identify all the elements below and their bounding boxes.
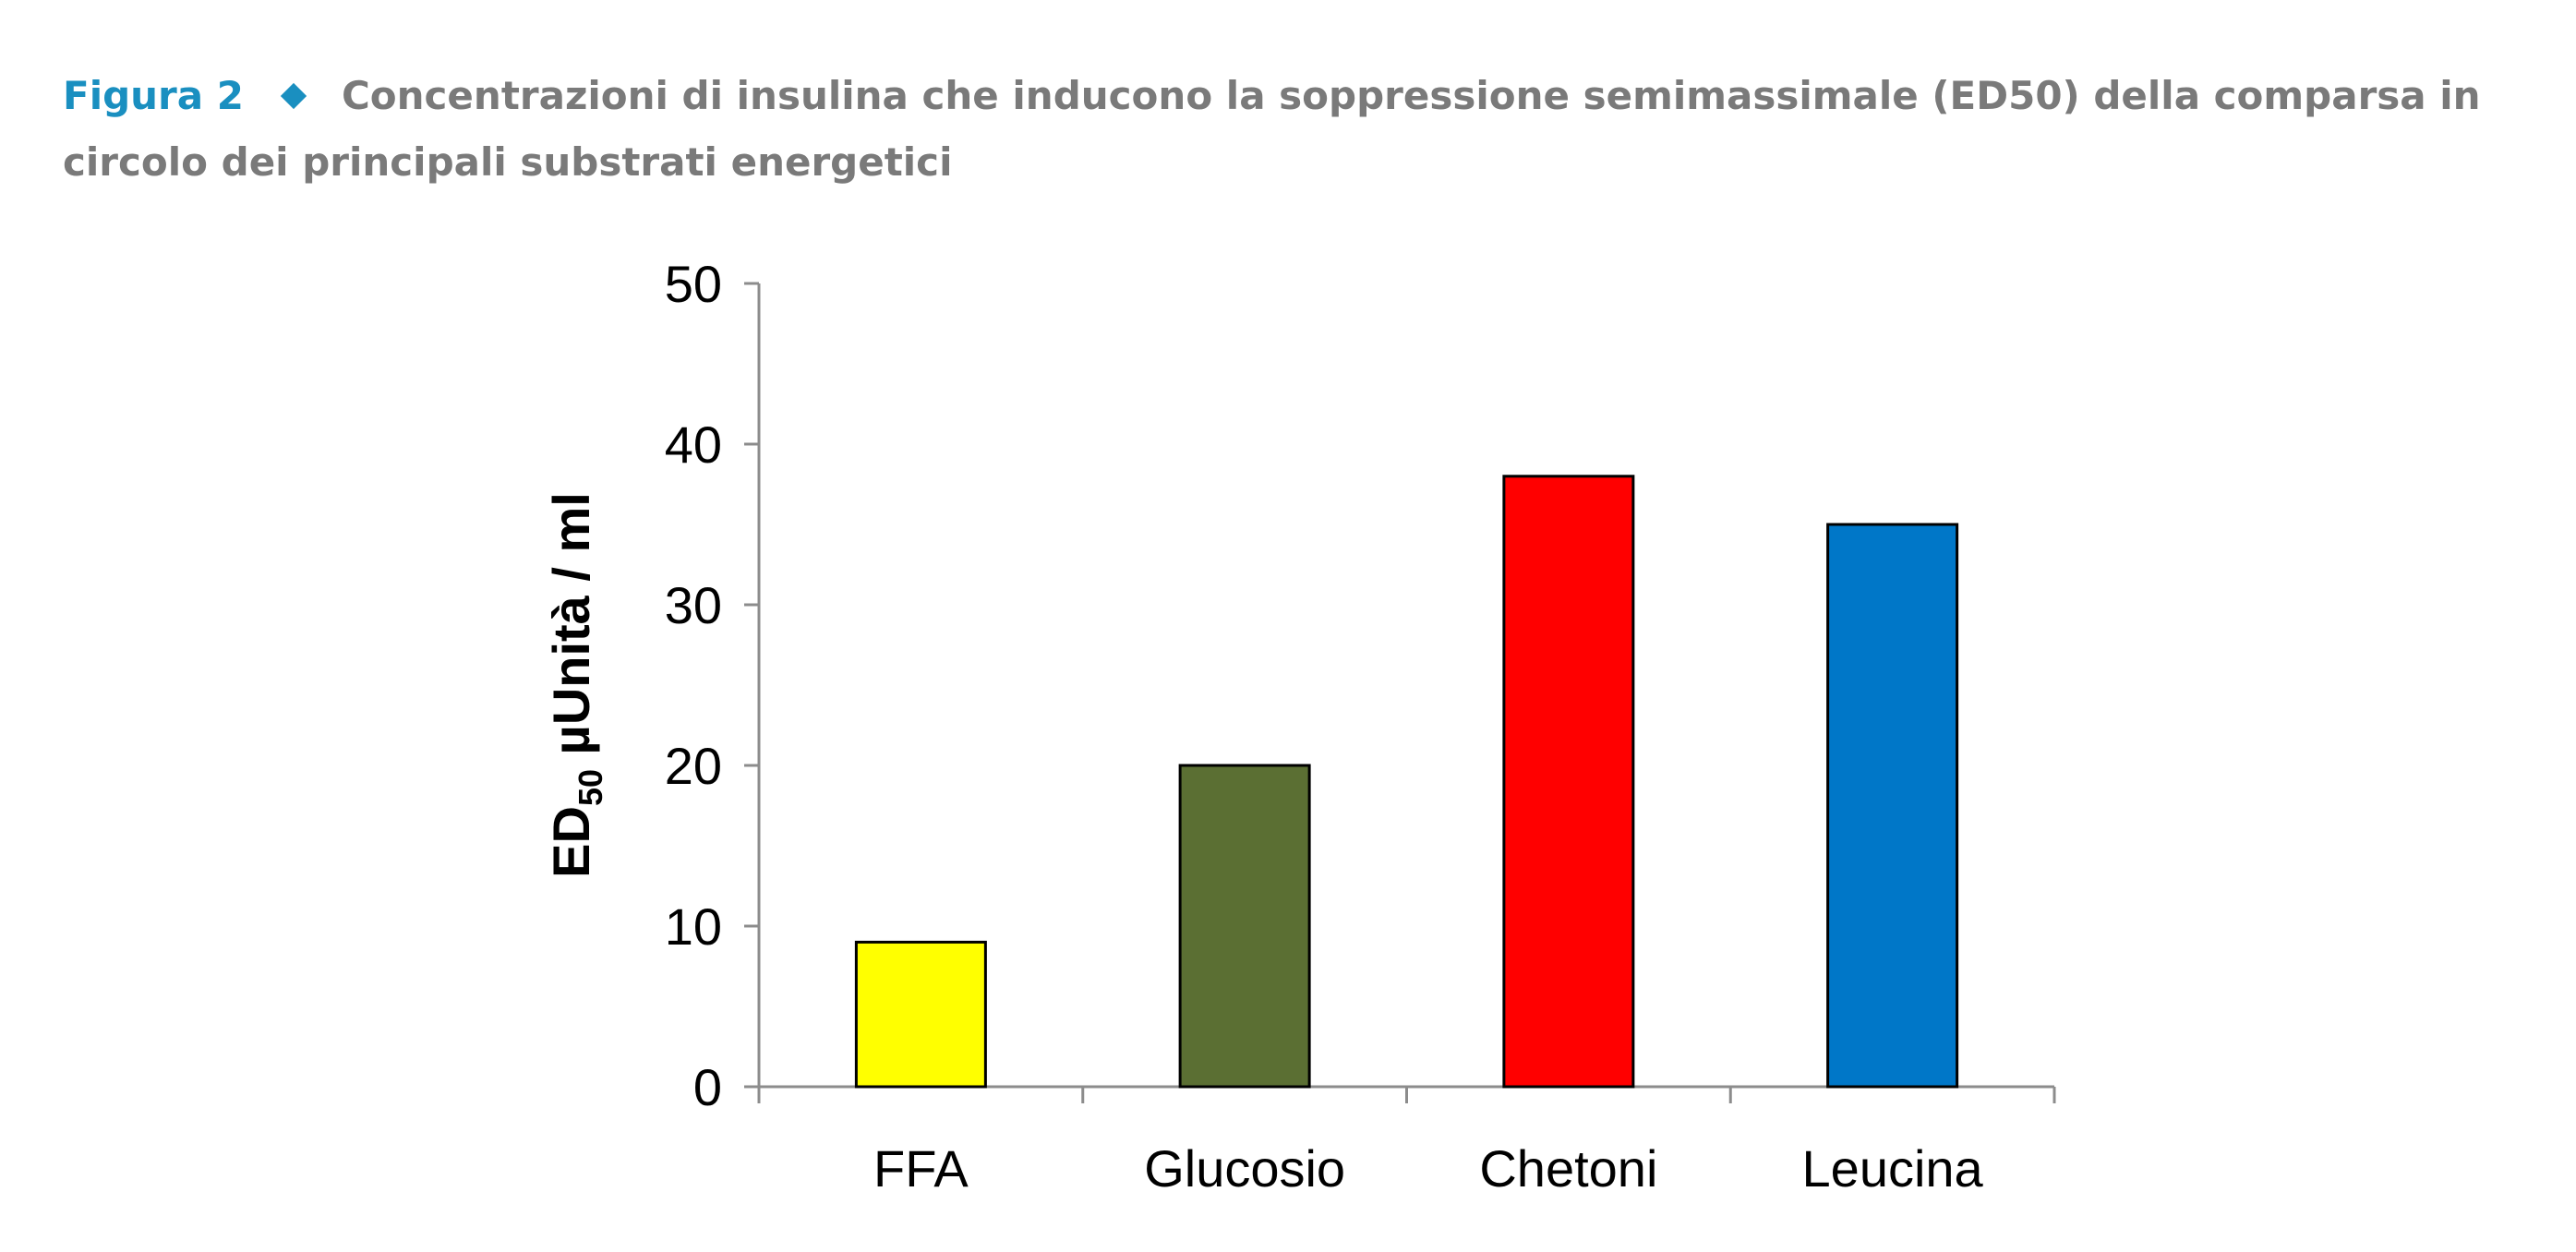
caption-text: Concentrazioni di insulina che inducono …	[63, 73, 2481, 185]
figure-caption: Figura 2 Concentrazioni di insulina che i…	[63, 63, 2500, 196]
bar-leucina	[1826, 523, 1959, 1089]
figure-label: Figura 2	[63, 73, 244, 118]
bar-glucosio	[1178, 764, 1311, 1089]
x-tick-label: Glucosio	[1144, 1139, 1345, 1198]
y-tick-label: 30	[665, 576, 722, 634]
x-tick-label: FFA	[873, 1139, 969, 1198]
bar-chetoni	[1502, 475, 1635, 1089]
x-tick-label: Chetoni	[1479, 1139, 1657, 1198]
y-tick-label: 50	[665, 255, 722, 313]
y-tick-label: 0	[693, 1058, 722, 1116]
y-axis-title: ED50 µUnità / ml	[542, 492, 609, 878]
y-tick-label: 10	[665, 897, 722, 956]
y-tick-label: 20	[665, 737, 722, 795]
y-tick-label: 40	[665, 415, 722, 474]
x-tick-label: Leucina	[1802, 1139, 1984, 1198]
bar-ffa	[854, 940, 987, 1089]
